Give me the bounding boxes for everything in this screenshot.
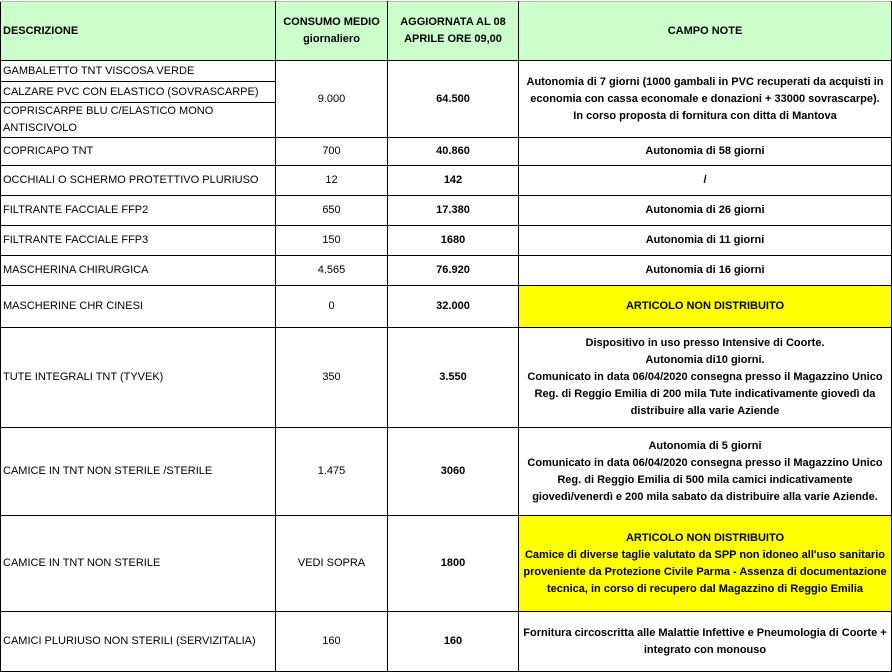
item-description: FILTRANTE FACCIALE FFP3 <box>0 225 276 256</box>
consumo-cell: 1.475 <box>275 427 388 516</box>
item-description: OCCHIALI O SCHERMO PROTETTIVO PLURIUSO <box>0 165 276 196</box>
consumo-cell: 9.000 <box>275 60 388 138</box>
header-descrizione: DESCRIZIONE <box>0 1 276 61</box>
table-row: COPRICAPO TNT 700 40.860 Autonomia di 58 gi… <box>0 137 892 166</box>
item-description: CAMICI PLURIUSO NON STERILI (SERVIZITALI… <box>0 611 276 672</box>
aggiornata-cell: 32.000 <box>387 285 519 328</box>
item-description: TUTE INTEGRALI TNT (TYVEK) <box>0 327 276 428</box>
table-row: CAMICE IN TNT NON STERILE VEDI SOPRA 1800 A… <box>0 515 892 612</box>
consumo-cell: 350 <box>275 327 388 428</box>
note-cell: Autonomia di 16 giorni <box>518 255 892 286</box>
aggiornata-cell: 142 <box>387 165 519 196</box>
note-line: Autonomia di 5 giorni <box>648 439 762 452</box>
table-row: FILTRANTE FACCIALE FFP3 150 1680 Autonomia … <box>0 225 892 256</box>
note-line: ARTICOLO NON DISTRIBUITO <box>625 300 785 312</box>
consumo-cell: 160 <box>275 611 388 672</box>
consumo-cell: 150 <box>275 225 388 256</box>
note-cell: Autonomia di 7 giorni (1000 gambali in P… <box>518 60 892 138</box>
aggiornata-cell: 76.920 <box>387 255 519 286</box>
table-row: CALZARE PVC CON ELASTICO (SOVRASCARPE) <box>0 81 892 103</box>
aggiornata-cell: 17.380 <box>387 195 519 226</box>
header-consumo: CONSUMO MEDIO giornaliero <box>275 1 388 61</box>
note-line: Comunicato in data 06/04/2020 consegna p… <box>527 456 883 503</box>
item-description: CAMICE IN TNT NON STERILE /STERILE <box>0 427 276 516</box>
note-line: ARTICOLO NON DISTRIBUITO <box>625 531 785 544</box>
note-cell: / <box>518 165 892 196</box>
note-line: In corso proposta di fornitura con ditta… <box>573 109 837 122</box>
note-line: Dispositivo in uso presso Intensive di C… <box>585 337 825 349</box>
table-row: MASCHERINE CHR CINESI 0 32.000 ARTICOLO NON… <box>0 285 892 328</box>
note-cell: Autonomia di 5 giorni Comunicato in data … <box>518 427 892 516</box>
table-row: CAMICI PLURIUSO NON STERILI (SERVIZITALI… <box>0 611 892 672</box>
note-line: Autonomia di 26 giorni <box>645 204 765 216</box>
note-line: Camice di diverse taglie valutato da SPP… <box>523 548 887 595</box>
consumo-cell: 0 <box>275 285 388 328</box>
note-cell: ARTICOLO NON DISTRIBUITO Camice di divers… <box>518 515 892 612</box>
consumo-cell: 650 <box>275 195 388 226</box>
item-description: CALZARE PVC CON ELASTICO (SOVRASCARPE) <box>0 81 276 103</box>
aggiornata-cell: 1800 <box>387 515 519 612</box>
consumo-cell: 12 <box>275 165 388 196</box>
note-line: Autonomia di 7 giorni (1000 gambali in P… <box>526 75 884 105</box>
item-description: MASCHERINA CHIRURGICA <box>0 255 276 286</box>
header-note: CAMPO NOTE <box>518 1 892 61</box>
header-row: DESCRIZIONE CONSUMO MEDIO giornaliero AG… <box>0 1 892 61</box>
aggiornata-cell: 40.860 <box>387 137 519 166</box>
note-line: Autonomia di10 giorni. <box>645 354 765 366</box>
note-cell: Fornitura circoscritta alle Malattie Inf… <box>518 611 892 672</box>
note-line: Autonomia di 58 giorni <box>645 145 765 157</box>
note-line: / <box>703 174 707 186</box>
note-cell: Autonomia di 58 giorni <box>518 137 892 166</box>
note-cell: ARTICOLO NON DISTRIBUITO <box>518 285 892 328</box>
table-row: MASCHERINA CHIRURGICA 4.565 76.920 Autonomi… <box>0 255 892 286</box>
note-cell: Dispositivo in uso presso Intensive di C… <box>518 327 892 428</box>
table-row: FILTRANTE FACCIALE FFP2 650 17.380 Autonomi… <box>0 195 892 226</box>
header-aggiornata: AGGIORNATA AL 08 APRILE ORE 09,00 <box>387 1 519 61</box>
note-line: Comunicato in data 06/04/2020 consegna p… <box>527 371 883 417</box>
item-description: COPRISCARPE BLU C/ELASTICO MONO ANTISCIV… <box>0 102 276 138</box>
item-description: MASCHERINE CHR CINESI <box>0 285 276 328</box>
consumo-cell: 4.565 <box>275 255 388 286</box>
aggiornata-cell: 64.500 <box>387 60 519 138</box>
table-row: GAMBALETTO TNT VISCOSA VERDE 9.000 64.50… <box>0 60 892 138</box>
aggiornata-cell: 160 <box>387 611 519 672</box>
table-row: TUTE INTEGRALI TNT (TYVEK) 350 3.550 Dispos… <box>0 327 892 428</box>
aggiornata-cell: 1680 <box>387 225 519 256</box>
consumo-cell: 700 <box>275 137 388 166</box>
note-cell: Autonomia di 11 giorni <box>518 225 892 256</box>
aggiornata-cell: 3060 <box>387 427 519 516</box>
note-line: Autonomia di 16 giorni <box>645 264 765 276</box>
table-row: OCCHIALI O SCHERMO PROTETTIVO PLURIUSO 12… <box>0 165 892 196</box>
table-row: CAMICE IN TNT NON STERILE /STERILE 1.475 3… <box>0 427 892 516</box>
item-description: FILTRANTE FACCIALE FFP2 <box>0 195 276 226</box>
aggiornata-cell: 3.550 <box>387 327 519 428</box>
note-cell: Autonomia di 26 giorni <box>518 195 892 226</box>
item-description: CAMICE IN TNT NON STERILE <box>0 515 276 612</box>
consumo-cell: VEDI SOPRA <box>275 515 388 612</box>
note-line: Autonomia di 11 giorni <box>645 234 765 246</box>
item-description: GAMBALETTO TNT VISCOSA VERDE <box>0 60 276 82</box>
note-line: Fornitura circoscritta alle Malattie Inf… <box>523 626 887 656</box>
item-description: COPRICAPO TNT <box>0 137 276 166</box>
